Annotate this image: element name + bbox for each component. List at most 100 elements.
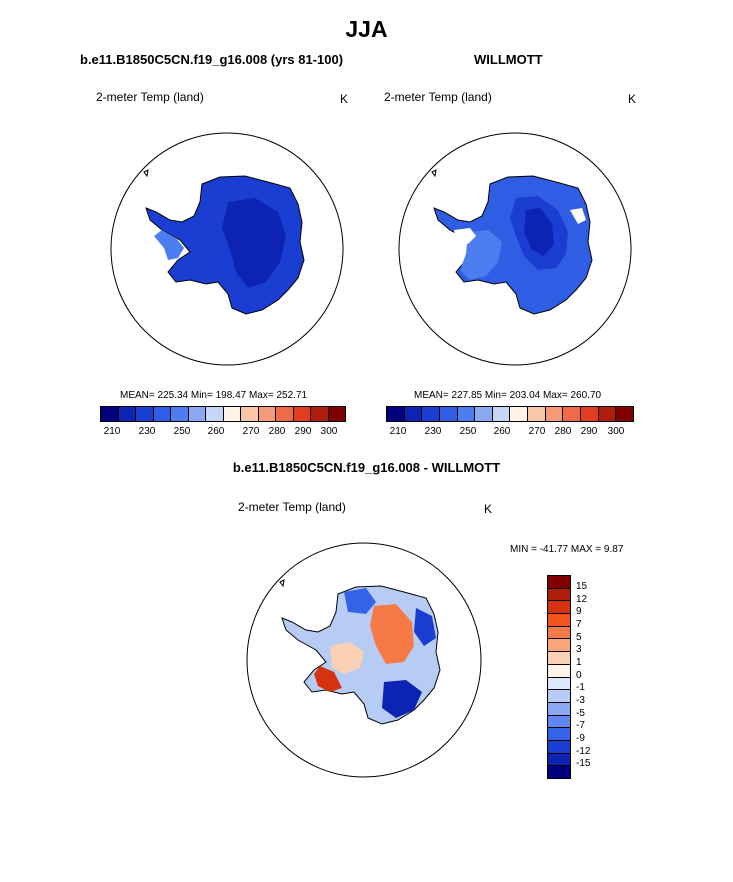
obs-colorbar-swatch xyxy=(492,407,511,421)
model-panel-title: b.e11.B1850C5CN.f19_g16.008 (yrs 81-100) xyxy=(80,52,344,67)
model-colorbar-tick: 290 xyxy=(294,426,312,437)
obs-colorbar-tick: 250 xyxy=(459,426,477,437)
diff-colorbar-swatch xyxy=(548,753,570,767)
obs-units-label: K xyxy=(628,92,637,106)
obs-colorbar-tick: 290 xyxy=(580,426,598,437)
model-colorbar-swatch xyxy=(101,407,119,421)
diff-colorbar-tick: 15 xyxy=(576,581,588,592)
model-colorbar-swatch xyxy=(328,407,345,421)
model-colorbar-swatch xyxy=(241,407,259,421)
model-colorbar-swatch xyxy=(276,407,294,421)
diff-colorbar-swatch xyxy=(548,715,570,729)
model-colorbar xyxy=(100,406,346,422)
model-interior-cold-region xyxy=(222,198,286,288)
obs-colorbar-tick: 210 xyxy=(389,426,407,437)
diff-minmax-label: MIN = -41.77 MAX = 9.87 xyxy=(510,544,624,555)
page-title: JJA xyxy=(345,16,388,42)
diff-colorbar xyxy=(547,575,571,779)
obs-variable-label: 2-meter Temp (land) xyxy=(384,90,492,104)
diff-peninsula-warm-anomaly xyxy=(314,666,342,692)
diff-east-cold-anomaly xyxy=(414,608,436,646)
diff-colorbar-swatch xyxy=(548,740,570,754)
obs-map xyxy=(398,132,632,366)
obs-core-coldest-region xyxy=(524,208,554,256)
diff-colorbar-swatch xyxy=(548,639,570,653)
diff-colorbar-tick: 9 xyxy=(576,606,582,617)
model-colorbar-swatch xyxy=(188,407,206,421)
diff-colorbar-tick: -7 xyxy=(576,720,585,731)
obs-colorbar-swatch xyxy=(545,407,564,421)
obs-colorbar-swatch xyxy=(598,407,617,421)
obs-colorbar-swatch xyxy=(510,407,529,421)
model-stats-label: MEAN= 225.34 Min= 198.47 Max= 252.71 xyxy=(120,390,308,401)
diff-colorbar-tick: -3 xyxy=(576,695,585,706)
model-colorbar-tick: 250 xyxy=(173,426,191,437)
diff-colorbar-swatch xyxy=(548,652,570,665)
model-colorbar-tick: 210 xyxy=(103,426,121,437)
diff-colorbar-tick: -12 xyxy=(576,746,591,757)
obs-colorbar-tick: 300 xyxy=(607,426,625,437)
obs-colorbar-swatch xyxy=(439,407,458,421)
model-colorbar-tick: 280 xyxy=(268,426,286,437)
obs-missing-data-region-east xyxy=(570,208,586,224)
obs-colorbar-swatch xyxy=(563,407,582,421)
obs-colorbar xyxy=(386,406,634,422)
diff-colorbar-tick: 5 xyxy=(576,632,582,643)
diff-colorbar-tick: -15 xyxy=(576,758,591,769)
obs-colorbar-tick: 280 xyxy=(554,426,572,437)
diff-panel-title: b.e11.B1850C5CN.f19_g16.008 - WILLMOTT xyxy=(232,460,501,475)
diff-colorbar-swatch xyxy=(548,626,570,640)
diff-south-cold-anomaly xyxy=(382,680,422,718)
obs-missing-data-region xyxy=(454,228,476,244)
diff-colorbar-tick: 0 xyxy=(576,670,582,681)
diff-interior-warm-anomaly xyxy=(370,604,414,664)
diff-coastal-warm-anomaly xyxy=(330,642,364,674)
diff-colorbar-swatch xyxy=(548,690,570,703)
diff-units-label: K xyxy=(484,502,493,516)
model-colorbar-swatch xyxy=(293,407,311,421)
diff-colorbar-tick: 12 xyxy=(576,594,588,605)
model-variable-label: 2-meter Temp (land) xyxy=(96,90,204,104)
diff-colorbar-swatch xyxy=(548,728,570,741)
obs-panel-title: WILLMOTT xyxy=(474,52,543,67)
model-peninsula-warm-region xyxy=(154,230,184,260)
diff-colorbar-swatch xyxy=(548,588,570,602)
diff-colorbar-swatch xyxy=(548,677,570,691)
obs-coastal-warm-region xyxy=(460,230,502,280)
diff-colorbar-swatch xyxy=(548,664,570,678)
diff-variable-label: 2-meter Temp (land) xyxy=(238,500,346,514)
model-colorbar-tick: 230 xyxy=(138,426,156,437)
diff-colorbar-swatch xyxy=(548,601,570,615)
model-colorbar-swatch xyxy=(153,407,171,421)
obs-colorbar-swatch xyxy=(422,407,440,421)
model-map xyxy=(110,132,344,366)
diff-colorbar-tick: -1 xyxy=(576,682,585,693)
obs-colorbar-swatch xyxy=(616,407,633,421)
model-colorbar-swatch xyxy=(171,407,189,421)
diff-map xyxy=(246,542,482,778)
diff-colorbar-tick: -9 xyxy=(576,733,585,744)
obs-colorbar-swatch xyxy=(581,407,599,421)
obs-colorbar-swatch xyxy=(404,407,423,421)
diff-colorbar-swatch xyxy=(548,614,570,627)
diff-west-cold-anomaly xyxy=(344,588,376,614)
model-island xyxy=(143,169,149,178)
diff-colorbar-swatch xyxy=(548,766,570,778)
obs-colorbar-swatch xyxy=(475,407,493,421)
model-colorbar-tick: 300 xyxy=(320,426,338,437)
obs-stats-label: MEAN= 227.85 Min= 203.04 Max= 260.70 xyxy=(414,390,602,401)
diff-colorbar-tick: 3 xyxy=(576,644,582,655)
model-colorbar-swatch xyxy=(136,407,154,421)
model-colorbar-swatch xyxy=(118,407,136,421)
model-colorbar-tick: 260 xyxy=(207,426,225,437)
diff-colorbar-tick: -5 xyxy=(576,708,585,719)
diff-island xyxy=(279,579,285,588)
diff-colorbar-tick: 1 xyxy=(576,657,582,668)
obs-colorbar-tick: 260 xyxy=(493,426,511,437)
obs-colorbar-tick: 230 xyxy=(424,426,442,437)
diff-colorbar-swatch xyxy=(548,702,570,716)
model-colorbar-swatch xyxy=(223,407,241,421)
model-units-label: K xyxy=(340,92,349,106)
model-colorbar-tick: 270 xyxy=(242,426,260,437)
obs-colorbar-tick: 270 xyxy=(528,426,546,437)
